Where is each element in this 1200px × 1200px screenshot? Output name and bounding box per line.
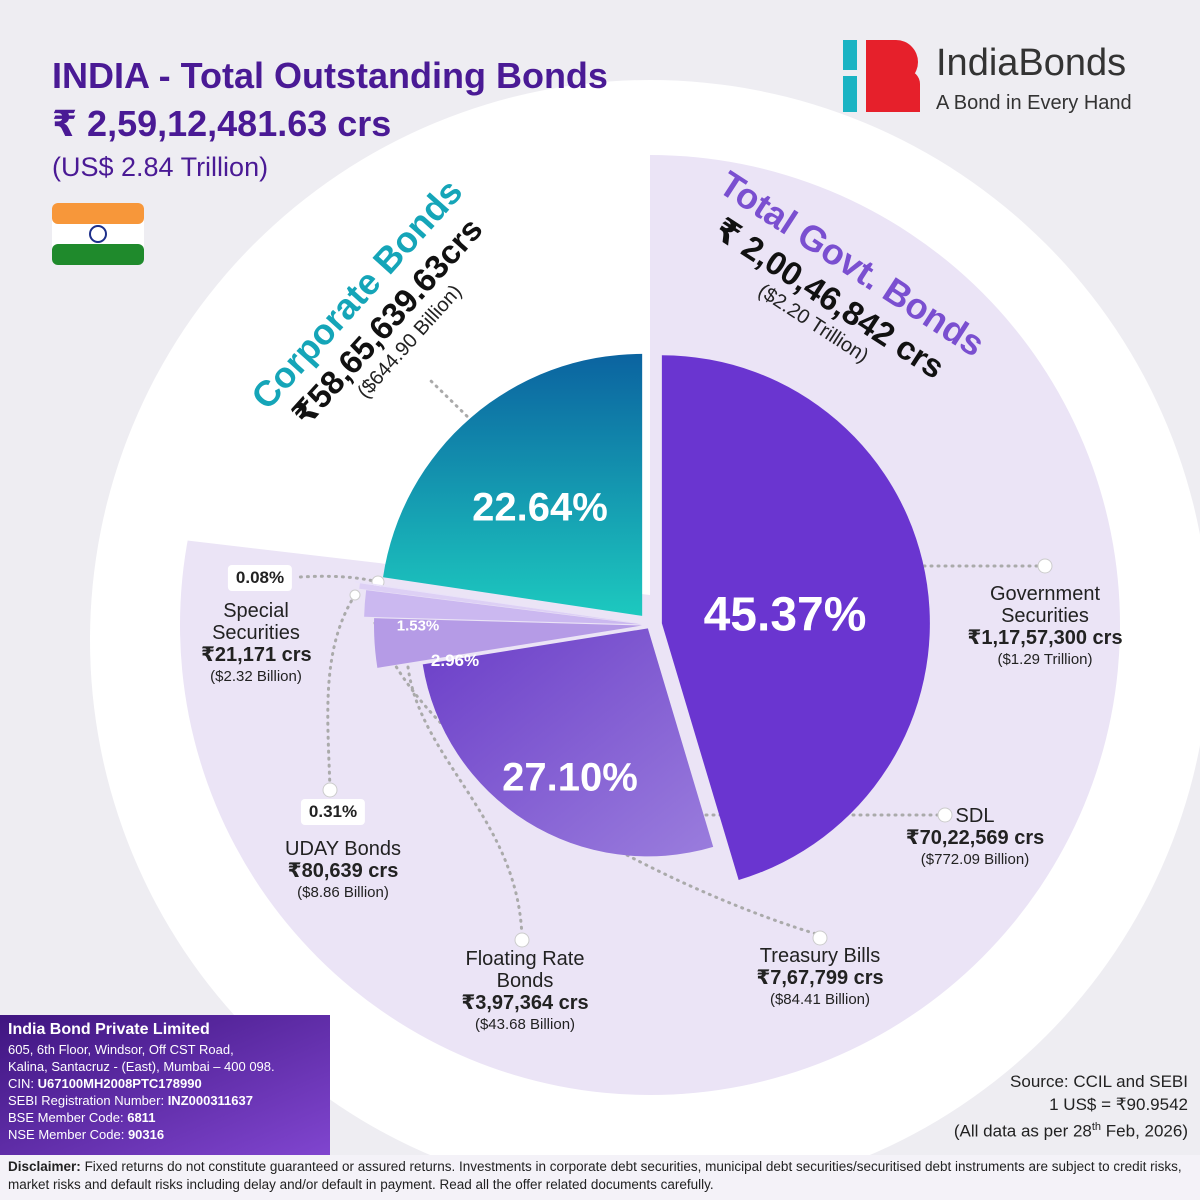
value-label: 1.53% (396, 617, 440, 635)
category-name: Treasury Bills (759, 945, 881, 967)
as-of: (All data as per 28th Feb, 2026) (954, 1116, 1188, 1143)
as-of-text: Feb, 2026) (1101, 1121, 1188, 1141)
logo-block (866, 40, 920, 112)
value-label: 45.37% (703, 588, 867, 642)
id-label: NSE Member Code: (8, 1127, 128, 1142)
category-usd: ($772.09 Billion) (920, 851, 1030, 868)
category-usd: ($1.29 Trillion) (997, 651, 1093, 668)
value-label: 2.96% (430, 651, 480, 670)
category-usd: ($84.41 Billion) (769, 991, 871, 1008)
disclaimer-bar (0, 1155, 1200, 1200)
category-name: UDAY Bonds (285, 838, 401, 860)
disclaimer: Disclaimer: Fixed returns do not constit… (8, 1158, 1193, 1194)
id-value: INZ000311637 (167, 1093, 253, 1108)
category-name: Floating Rate Bonds (465, 948, 585, 992)
pie-slice (359, 583, 643, 624)
category-amount: ₹7,67,799 crs (756, 967, 884, 989)
value-label: 27.10% (502, 755, 638, 800)
category-label: Floating Rate Bonds ₹3,97,364 crs ($43.68 … (455, 948, 595, 1036)
category-amount: ₹3,97,364 crs (461, 992, 589, 1014)
total-usd: (US$ 2.84 Trillion) (52, 152, 269, 182)
source-line: 1 US$ = ₹90.9542 (1049, 1095, 1188, 1114)
id-label: BSE Member Code: (8, 1110, 128, 1125)
pie-slice (661, 355, 930, 881)
category-amount: ₹21,171 crs (201, 644, 312, 666)
category-usd: ($8.86 Billion) (297, 884, 389, 901)
value-label: 0.08% (227, 565, 293, 591)
category-amount: ₹1,17,57,300 crs (967, 627, 1123, 649)
flag-saffron (52, 203, 144, 224)
id-value: 6811 (127, 1110, 156, 1125)
title: INDIA - Total Outstanding Bonds (52, 55, 608, 96)
value-label: 22.64% (472, 485, 608, 530)
source: Source: CCIL and SEBI 1 US$ = ₹90.9542 (… (954, 1070, 1188, 1143)
pie-slice (422, 628, 714, 857)
disclaimer-text: Fixed returns do not constitute guarante… (8, 1159, 1182, 1192)
id-value: 90316 (127, 1127, 165, 1142)
leader-dots (322, 558, 1053, 948)
address-line: 605, 6th Floor, Windsor, Off CST Road, (8, 1042, 234, 1057)
pie-slice (355, 581, 643, 624)
logo-name: IndiaBonds (936, 42, 1127, 84)
category-usd: ($2.32 Billion) (210, 668, 302, 685)
category-amount: ₹70,22,569 crs (905, 827, 1045, 849)
address-line: Kalina, Santacruz - (East), Mumbai – 400… (8, 1059, 275, 1074)
category-label: Treasury Bills ₹7,67,799 crs ($84.41 Billi… (756, 945, 883, 1011)
pie-slice (374, 618, 643, 668)
pie-slice (364, 590, 643, 625)
logo-bar (843, 40, 857, 70)
company-id: CIN: U67100MH2008PTC178990 (8, 1075, 275, 1092)
flag-green (52, 244, 144, 265)
category-amount: ₹80,639 crs (287, 860, 399, 882)
id-label: CIN: (8, 1076, 38, 1091)
category-label: Special Securities ₹21,171 crs ($2.32 Bill… (201, 600, 312, 688)
pie-slice (383, 353, 643, 616)
total: ₹ 2,59,12,481.63 crs (52, 103, 392, 144)
company-id: SEBI Registration Number: INZ000311637 (8, 1092, 275, 1109)
company-name: India Bond Private Limited (8, 1021, 210, 1038)
id-value: U67100MH2008PTC178990 (37, 1076, 202, 1091)
category-usd: ($43.68 Billion) (474, 1016, 576, 1033)
flag-chakra (89, 225, 107, 243)
disclaimer-label: Disclaimer: (8, 1159, 81, 1174)
category-label: SDL ₹70,22,569 crs ($772.09 Billion) (906, 805, 1044, 871)
category-name: SDL (955, 805, 995, 827)
company-id: NSE Member Code: 90316 (8, 1126, 275, 1143)
source-line: Source: CCIL and SEBI (1010, 1072, 1188, 1091)
id-label: SEBI Registration Number: (8, 1093, 168, 1108)
category-name: Government Securities (989, 583, 1101, 627)
category-name: Special Securities (212, 600, 300, 644)
value-label: 0.31% (300, 799, 366, 825)
as-of-text: (All data as per 28 (953, 1121, 1092, 1141)
category-label: UDAY Bonds ₹80,639 crs ($8.86 Billion) (285, 838, 401, 904)
category-label: Government Securities ₹1,17,57,300 crs ($1… (960, 583, 1130, 671)
as-of-sup: th (1091, 1121, 1102, 1133)
logo-tagline: A Bond in Every Hand (936, 92, 1132, 114)
company-box (0, 1015, 330, 1155)
logo-bar (843, 76, 857, 112)
company: India Bond Private Limited 605, 6th Floo… (8, 1021, 275, 1143)
company-id: BSE Member Code: 6811 (8, 1109, 275, 1126)
